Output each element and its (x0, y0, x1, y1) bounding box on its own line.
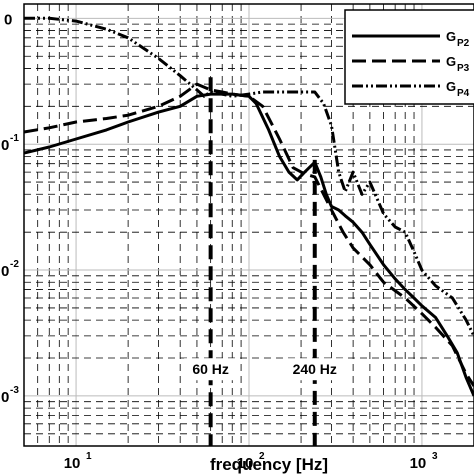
y-tick-exponent: -1 (10, 133, 19, 144)
annotations: 60 Hz 240 Hz (184, 77, 346, 446)
annotation-label: 240 Hz (293, 361, 337, 377)
series-line-p4 (24, 16, 474, 337)
x-tick-label: 10 (64, 455, 81, 472)
legend: G P2G P3G P4 (344, 9, 474, 105)
legend-label-subscript: P3 (457, 63, 470, 74)
x-tick-exponent: 3 (432, 451, 438, 462)
legend-label-subscript: P4 (457, 88, 470, 99)
x-axis-label: frequency [Hz] (210, 455, 328, 474)
annotation-label-bg (184, 358, 238, 381)
x-tick-exponent: 2 (259, 451, 265, 462)
plot-frame (23, 3, 474, 447)
x-tick-exponent: 1 (86, 451, 92, 462)
x-tick-label: 10 (237, 455, 254, 472)
annotation-label-bg (283, 358, 346, 381)
legend-label-subscript: P2 (457, 38, 470, 49)
legend-label: G (446, 79, 456, 94)
y-tick-label: 0 (1, 137, 9, 154)
y-tick-label: 0 (1, 263, 9, 280)
series-line-p3 (23, 82, 474, 387)
legend-label: G (446, 29, 456, 44)
tick-labels: 10 1 10 2 10 300 -10 -20 -3 (1, 11, 438, 472)
x-tick-label: 10 (410, 455, 427, 472)
y-tick-label: 0 (4, 11, 12, 28)
legend-box (344, 9, 474, 105)
legend-label: G (446, 54, 456, 69)
y-tick-exponent: -3 (10, 385, 19, 396)
y-tick-exponent: -2 (10, 259, 19, 270)
y-tick-label: 0 (1, 389, 9, 406)
annotation-label: 60 Hz (192, 361, 229, 377)
